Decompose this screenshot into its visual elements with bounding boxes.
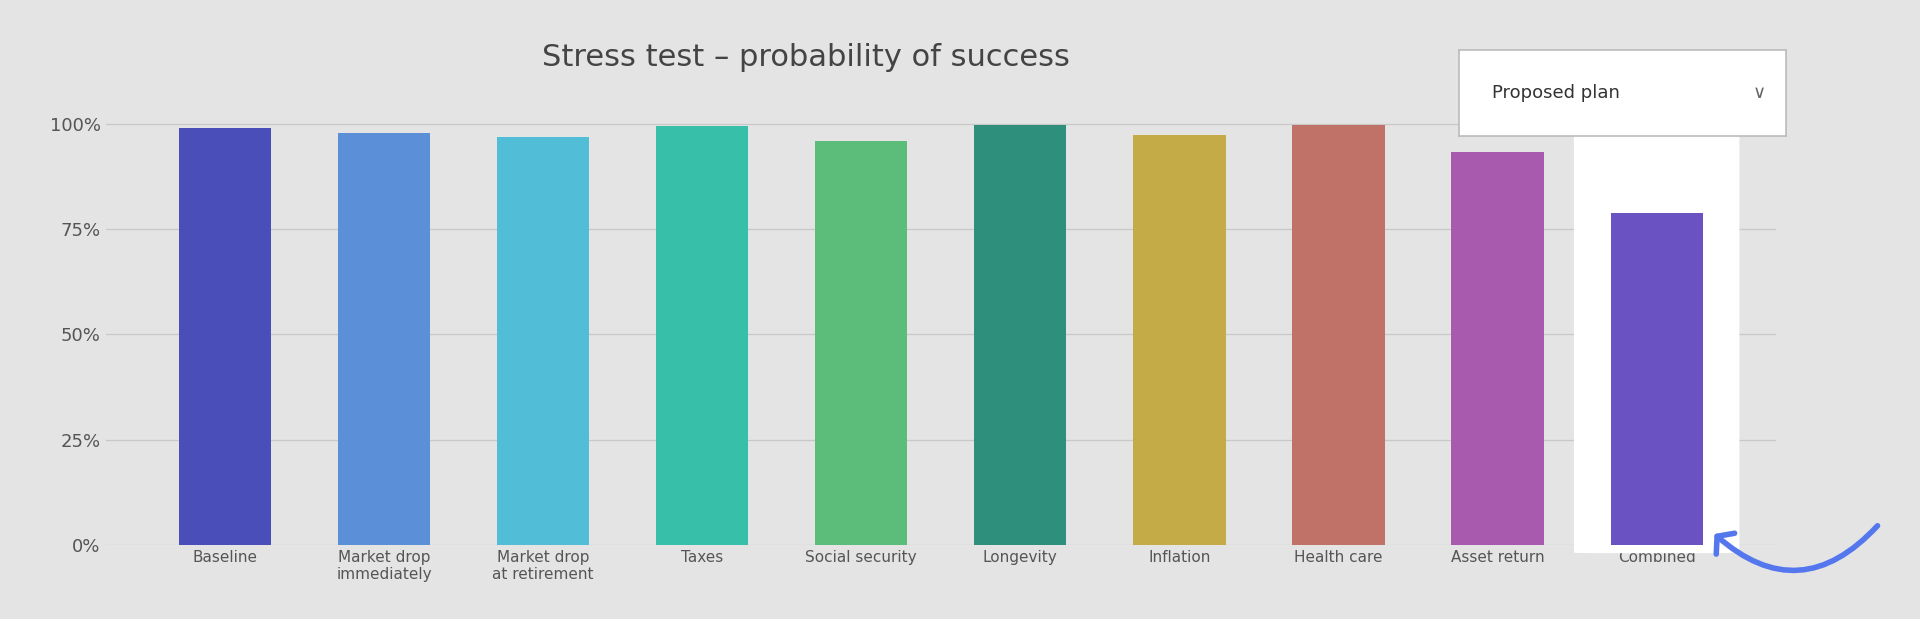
Text: Proposed plan: Proposed plan xyxy=(1492,84,1620,102)
Bar xyxy=(657,126,749,545)
Bar xyxy=(973,125,1066,545)
Bar xyxy=(179,129,271,545)
Text: ∨: ∨ xyxy=(1753,84,1766,102)
Bar xyxy=(1611,212,1703,545)
Bar xyxy=(1452,152,1544,545)
Bar xyxy=(1133,135,1225,545)
FancyArrowPatch shape xyxy=(1716,526,1878,571)
Bar xyxy=(497,137,589,545)
Text: Stress test – probability of success: Stress test – probability of success xyxy=(543,43,1069,72)
Bar xyxy=(1292,125,1384,545)
Bar xyxy=(816,141,908,545)
FancyBboxPatch shape xyxy=(1574,103,1740,553)
Bar xyxy=(338,132,430,545)
